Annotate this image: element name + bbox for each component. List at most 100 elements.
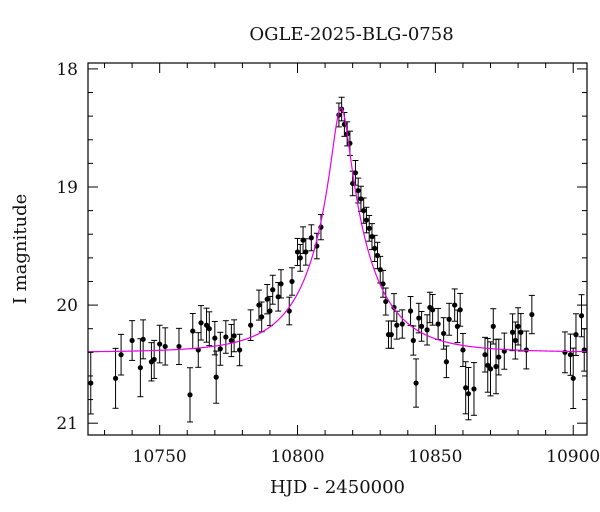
data-point bbox=[388, 332, 394, 338]
data-point bbox=[231, 333, 237, 339]
data-point bbox=[118, 352, 124, 358]
data-point bbox=[259, 314, 265, 320]
data-point bbox=[372, 245, 378, 252]
x-tick-label: 10800 bbox=[270, 447, 324, 467]
data-point bbox=[267, 308, 273, 314]
data-point bbox=[515, 323, 521, 329]
data-point bbox=[289, 278, 295, 285]
x-tick-label: 10850 bbox=[408, 447, 462, 467]
data-point bbox=[203, 322, 210, 328]
data-point bbox=[270, 287, 276, 293]
data-point bbox=[446, 316, 452, 322]
data-point bbox=[176, 343, 182, 350]
data-point bbox=[518, 329, 524, 335]
data-point bbox=[264, 296, 270, 302]
data-point bbox=[413, 380, 419, 386]
data-point bbox=[190, 328, 196, 334]
data-point bbox=[129, 337, 135, 344]
data-point bbox=[137, 365, 143, 371]
data-point bbox=[496, 354, 502, 360]
data-point bbox=[441, 330, 447, 337]
data-point bbox=[430, 307, 436, 313]
data-point bbox=[213, 374, 219, 380]
y-tick-label: 18 bbox=[56, 60, 78, 80]
data-point bbox=[217, 346, 223, 352]
data-point bbox=[303, 249, 309, 255]
data-point bbox=[394, 322, 400, 328]
data-point bbox=[399, 321, 405, 327]
data-point bbox=[460, 347, 466, 353]
model-curve bbox=[88, 107, 587, 353]
data-point bbox=[278, 281, 284, 287]
data-point bbox=[418, 323, 425, 329]
data-point bbox=[187, 392, 193, 398]
data-point bbox=[157, 341, 163, 347]
data-point bbox=[88, 380, 94, 386]
data-point bbox=[454, 323, 461, 329]
data-point bbox=[407, 308, 414, 314]
data-point bbox=[482, 352, 488, 358]
data-point bbox=[463, 385, 469, 391]
x-tick-label: 10750 bbox=[133, 447, 187, 467]
data-point bbox=[512, 337, 518, 344]
data-point bbox=[352, 170, 359, 176]
data-point bbox=[493, 363, 499, 370]
data-point bbox=[452, 302, 458, 308]
data-point bbox=[490, 323, 496, 329]
data-point bbox=[275, 294, 281, 300]
data-point bbox=[361, 208, 367, 214]
data-point bbox=[374, 252, 381, 259]
data-point bbox=[297, 255, 303, 261]
y-axis-label: I magnitude bbox=[10, 194, 31, 305]
data-point bbox=[212, 335, 218, 341]
data-point bbox=[578, 313, 585, 319]
data-point bbox=[300, 237, 306, 243]
data-point bbox=[485, 362, 491, 368]
data-point bbox=[256, 302, 262, 308]
data-point bbox=[509, 329, 516, 335]
data-point bbox=[366, 225, 372, 231]
data-point bbox=[228, 337, 234, 344]
data-point bbox=[383, 298, 389, 305]
data-point bbox=[151, 356, 157, 363]
data-point bbox=[570, 375, 576, 381]
data-point bbox=[465, 391, 472, 397]
data-point bbox=[308, 235, 314, 241]
y-tick-label: 19 bbox=[56, 178, 78, 198]
data-point bbox=[424, 327, 430, 333]
data-point bbox=[162, 343, 168, 350]
data-point bbox=[416, 315, 422, 321]
data-point bbox=[206, 326, 212, 332]
data-point bbox=[112, 375, 119, 381]
plot-area bbox=[87, 96, 588, 423]
data-point bbox=[248, 322, 254, 328]
data-point bbox=[294, 249, 301, 255]
data-point bbox=[435, 321, 441, 327]
data-point bbox=[380, 281, 386, 287]
x-tick-label: 10900 bbox=[546, 447, 600, 467]
data-point bbox=[573, 332, 579, 338]
data-point bbox=[487, 366, 494, 372]
plot-frame bbox=[87, 62, 588, 436]
data-point bbox=[471, 386, 477, 392]
x-axis-label: HJD - 2450000 bbox=[270, 477, 405, 498]
data-point bbox=[562, 349, 568, 355]
y-tick-label: 21 bbox=[56, 414, 78, 434]
data-point bbox=[355, 187, 361, 194]
data-point bbox=[237, 347, 243, 353]
data-point bbox=[457, 307, 463, 313]
data-point bbox=[198, 320, 204, 326]
data-point bbox=[223, 334, 229, 340]
data-point bbox=[567, 352, 574, 358]
data-point bbox=[140, 336, 146, 342]
data-point bbox=[369, 234, 375, 240]
chart-title: OGLE-2025-BLG-0758 bbox=[249, 24, 453, 45]
data-point bbox=[529, 311, 535, 318]
data-point bbox=[443, 359, 449, 365]
data-point bbox=[410, 337, 416, 344]
y-tick-label: 20 bbox=[56, 296, 78, 316]
data-point bbox=[358, 196, 364, 202]
data-point bbox=[377, 267, 383, 273]
data-point bbox=[363, 217, 370, 223]
